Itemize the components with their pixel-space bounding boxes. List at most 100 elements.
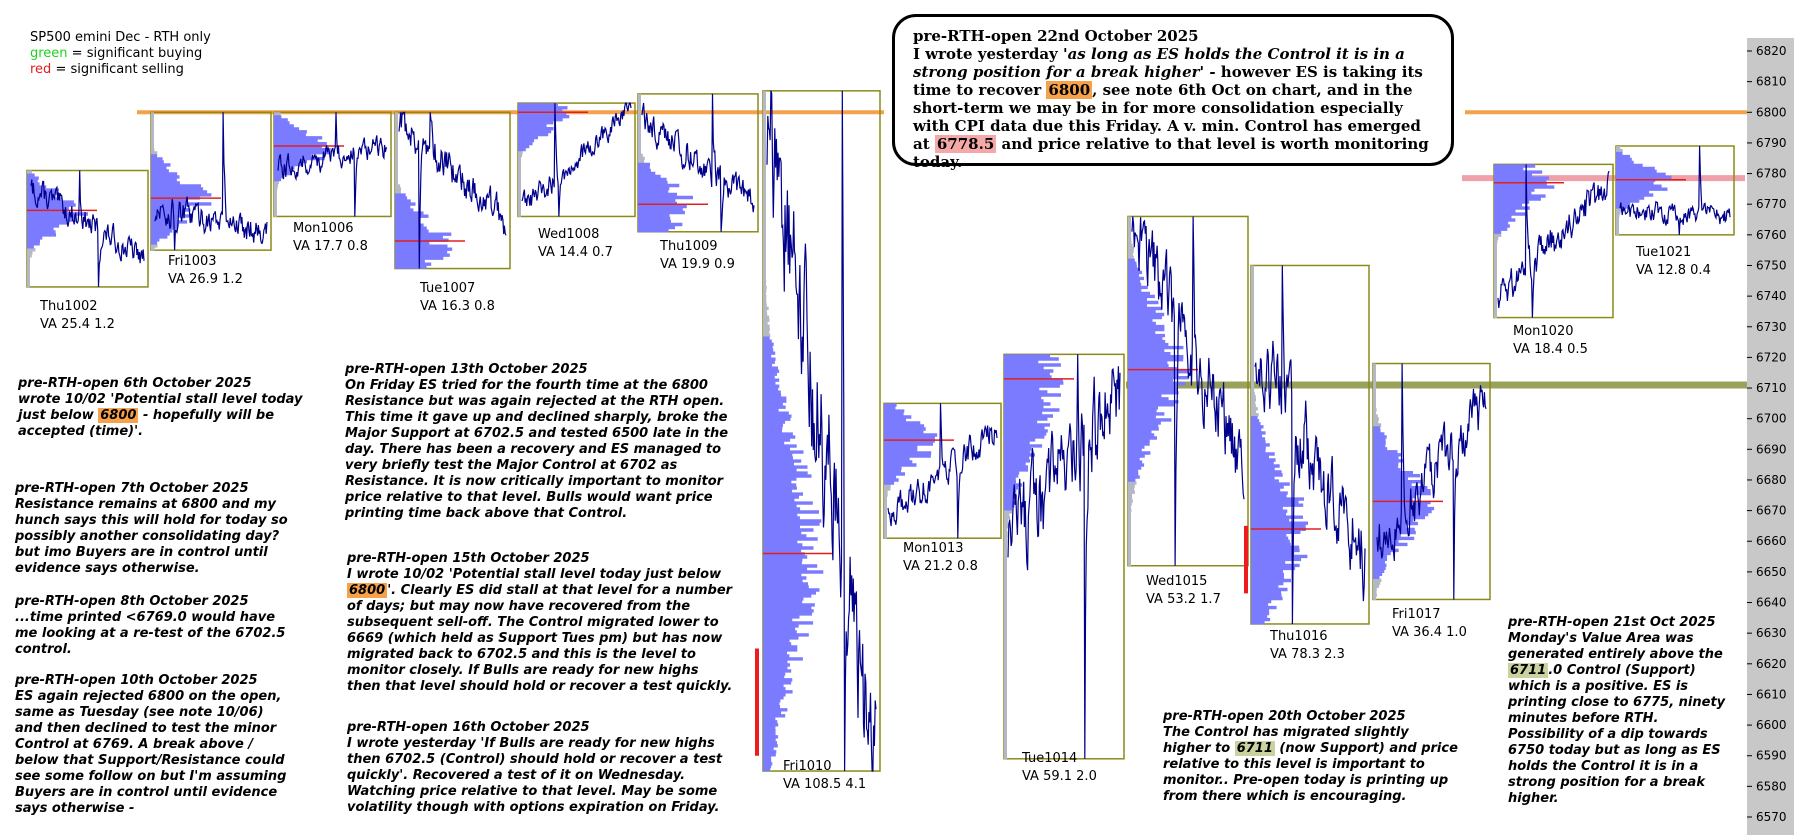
session-label-Thu1002: Thu1002 [39,299,98,314]
y-tick-label-6590: 6590 [1756,749,1787,763]
session-va-Tue1014: VA 59.1 2.0 [1022,769,1097,784]
y-tick-label-6770: 6770 [1756,197,1787,211]
note-oct21-text-b: .0 Control (Support) which is a positive… [1508,663,1726,806]
note-oct16: pre-RTH-open 16th October 2025 I wrote y… [347,720,723,815]
note-oct15: pre-RTH-open 15th October 2025 I wrote 1… [347,551,732,695]
callout-title: pre-RTH-open 22nd October 2025 [913,27,1199,45]
profile-outside-va-Mon1006 [274,112,281,217]
y-tick-label-6780: 6780 [1756,167,1787,181]
profile-value-area-Wed1008 [518,103,570,152]
profile-outside-va-Fri1010 [763,90,771,337]
note-oct6-text-a: pre-RTH-open 6th October 2025 wrote 10/0… [18,376,303,423]
price-line-Mon1020 [1497,164,1610,318]
note-oct21-text-a: pre-RTH-open 21st Oct 2025 Monday's Valu… [1508,615,1723,662]
y-tick-label-6670: 6670 [1756,504,1787,518]
session-label-Mon1020: Mon1020 [1513,324,1574,339]
y-tick-label-6710: 6710 [1756,381,1787,395]
profile-value-area-Mon1013 [884,403,938,485]
price-line-Fri1010 [766,90,877,772]
y-tick-label-6790: 6790 [1756,136,1787,150]
note-oct21-highlight: 6711 [1508,663,1549,678]
y-tick-label-6660: 6660 [1756,534,1787,548]
session-label-Mon1006: Mon1006 [293,221,354,236]
legend-red-word: red [30,62,52,77]
session-va-Fri1017: VA 36.4 1.0 [1392,625,1467,640]
legend-instrument: SP500 emini Dec - RTH only [30,30,211,45]
y-tick-label-6640: 6640 [1756,596,1787,610]
profile-outside-va-Fri1003 [151,112,158,251]
session-label-Fri1017: Fri1017 [1392,607,1441,622]
y-tick-label-6720: 6720 [1756,350,1787,364]
profile-outside-va-Tue1007 [395,112,402,194]
callout-quote: as long as ES holds the Control it is in… [913,45,1405,81]
session-va-Thu1016: VA 78.3 2.3 [1270,647,1345,662]
price-line-Tue1014 [1007,354,1121,759]
profile-value-area-Tue1007 [395,193,453,269]
note-oct7: pre-RTH-open 7th October 2025 Resistance… [15,481,288,576]
note-oct10: pre-RTH-open 10th October 2025 ES again … [15,673,287,816]
price-line-Wed1008 [521,102,632,217]
y-tick-label-6740: 6740 [1756,289,1787,303]
note-oct15-highlight: 6800 [347,583,388,598]
price-line-Thu1016 [1254,265,1366,625]
session-labels-layer: Thu1002 VA 25.4 1.2 Fri1003 VA 26.9 1.2 Mon1… [39,221,1711,792]
y-tick-label-6610: 6610 [1756,687,1787,701]
y-tick-label-6680: 6680 [1756,473,1787,487]
session-label-Wed1015: Wed1015 [1146,574,1207,589]
note-oct20-text-a: pre-RTH-open 20th October 2025 The Contr… [1163,709,1409,756]
session-label-Tue1021: Tue1021 [1635,245,1691,260]
y-tick-label-6580: 6580 [1756,779,1787,793]
price-lines-layer [30,90,1731,772]
note-oct6-highlight: 6800 [98,408,139,423]
callout-highlight-6778: 6778.5 [934,135,997,153]
session-label-Wed1008: Wed1008 [538,227,599,242]
y-tick-label-6570: 6570 [1756,810,1787,824]
y-tick-label-6650: 6650 [1756,565,1787,579]
session-va-Wed1008: VA 14.4 0.7 [538,245,613,260]
session-label-Tue1014: Tue1014 [1021,751,1077,766]
price-line-Tue1021 [1619,145,1731,235]
profile-value-area-Mon1020 [1494,164,1555,234]
legend-green-entry: green = significant buying [30,46,211,62]
price-line-Wed1015 [1131,216,1245,566]
session-label-Thu1016: Thu1016 [1269,629,1328,644]
profile-outside-va-Thu1016 [1251,265,1259,417]
note-oct6: pre-RTH-open 6th October 2025 wrote 10/0… [18,376,303,440]
price-line-Mon1006 [277,112,388,217]
session-label-Thu1009: Thu1009 [659,239,718,254]
legend-red-entry: red = significant selling [30,62,211,78]
session-va-Tue1007: VA 16.3 0.8 [420,299,495,314]
note-oct15-text-b: '. Clearly ES did stall at that level fo… [347,583,733,694]
callout-text-5: and price relative to that level is wort… [913,135,1429,171]
y-tick-label-6700: 6700 [1756,412,1787,426]
session-va-Mon1020: VA 18.4 0.5 [1513,342,1588,357]
y-tick-label-6620: 6620 [1756,657,1787,671]
callout-body: I wrote yesterday 'as long as ES holds t… [913,45,1433,171]
price-line-Thu1009 [641,93,755,232]
session-va-Mon1013: VA 21.2 0.8 [903,559,978,574]
note-oct20-text-b: (now Support) and price relative to this… [1163,741,1458,804]
y-tick-label-6820: 6820 [1756,44,1787,58]
y-tick-label-6800: 6800 [1756,105,1787,119]
price-axis-background [1747,38,1794,835]
session-label-Fri1003: Fri1003 [168,254,217,269]
profile-outside-va-Tue1021 [1616,146,1624,236]
price-line-Thu1002 [30,170,145,287]
profile-outside-va-Thu1009 [638,93,645,164]
y-tick-label-6750: 6750 [1756,258,1787,272]
callout-22nd-october: pre-RTH-open 22nd October 2025 I wrote y… [892,14,1454,171]
y-tick-label-6730: 6730 [1756,320,1787,334]
profile-value-area-Thu1009 [638,162,693,233]
price-line-Tue1007 [398,111,507,269]
session-label-Tue1007: Tue1007 [419,281,475,296]
session-va-Fri1003: VA 26.9 1.2 [168,272,243,287]
session-va-Fri1010: VA 108.5 4.1 [783,777,866,792]
profile-value-area-Fri1003 [151,154,212,245]
profile-value-area-Mon1006 [274,115,332,182]
callout-text-1: I wrote yesterday ' [913,45,1068,63]
session-va-Thu1009: VA 19.9 0.9 [660,257,735,272]
y-tick-label-6630: 6630 [1756,626,1787,640]
session-va-Wed1015: VA 53.2 1.7 [1146,592,1221,607]
note-oct13: pre-RTH-open 13th October 2025 On Friday… [345,362,729,521]
